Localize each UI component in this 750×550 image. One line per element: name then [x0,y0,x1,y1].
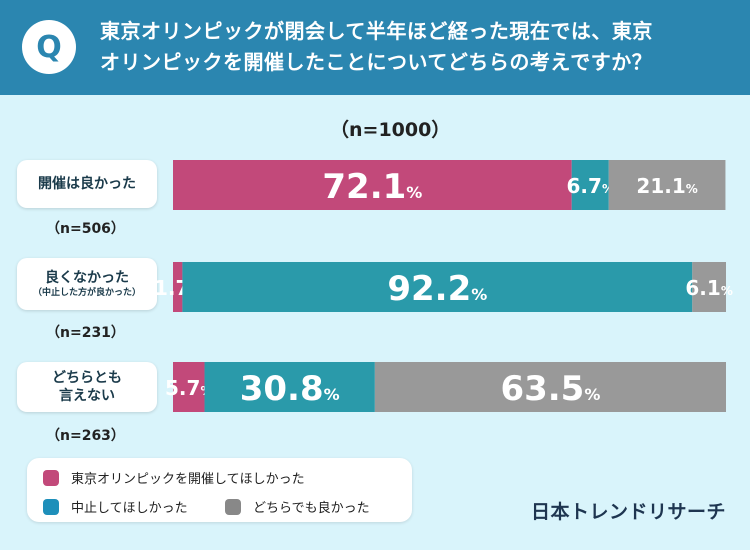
bar-segment [374,362,726,412]
legend-item-either: どちらでも良かった [225,497,370,516]
question-header: Q 東京オリンピックが閉会して半年ほど経った現在では、東京 オリンピックを開催し… [0,0,750,95]
row-n-good: （n=506） [46,221,125,237]
bar-segment [204,362,375,412]
question-text: 東京オリンピックが閉会して半年ほど経った現在では、東京 オリンピックを開催したこ… [100,16,740,78]
question-line-1: 東京オリンピックが閉会して半年ほど経った現在では、東京 [100,19,653,43]
bar-segment [173,160,572,210]
row-n-bad: （n=231） [46,325,125,341]
bar-segment [173,262,183,312]
bar-segment [692,262,726,312]
bar-value-label: 72.1% [322,167,422,207]
question-line-2: オリンピックを開催したことについてどちらの考えですか？ [100,50,653,74]
row-label-main: 良くなかった [45,270,129,286]
row-label-main: 開催は良かった [38,176,136,192]
row-label-main: どちらとも 言えない [52,370,122,404]
bar-segment [571,160,609,210]
brand-logo-text: 日本トレンドリサーチ [531,501,727,523]
row-label-sub: （中止した方が良かった） [32,288,141,298]
bar-value-label: 63.5% [500,369,600,409]
legend-swatch-gray [225,498,241,515]
legend-label: 中止してほしかった [71,501,188,516]
bar-segment [173,362,205,412]
q-badge: Q [22,20,76,74]
legend-label: 東京オリンピックを開催してほしかった [71,472,305,487]
legend-item-held: 東京オリンピックを開催してほしかった [43,468,305,487]
row-label-bad: 良くなかった （中止した方が良かった） [17,258,157,310]
row-label-neutral: どちらとも 言えない [17,362,157,412]
row-n-neutral: （n=263） [46,428,125,444]
legend: 東京オリンピックを開催してほしかった 中止してほしかった どちらでも良かった [27,458,412,522]
legend-label: どちらでも良かった [253,501,370,516]
total-sample-size: （n=1000） [330,119,451,141]
bar-value-label: 30.8% [240,369,340,409]
bar-value-label: 6.1% [685,276,732,300]
bar-value-label: 92.2% [387,269,487,309]
row-label-good: 開催は良かった [17,160,157,208]
bar-segment [182,262,693,312]
legend-swatch-teal [43,498,59,515]
bar-value-label: 21.1% [636,174,697,198]
bar-segment [608,160,726,210]
bar-value-label: 5.7% [165,376,212,400]
legend-item-cancel: 中止してほしかった [43,497,188,516]
legend-swatch-pink [43,469,59,486]
